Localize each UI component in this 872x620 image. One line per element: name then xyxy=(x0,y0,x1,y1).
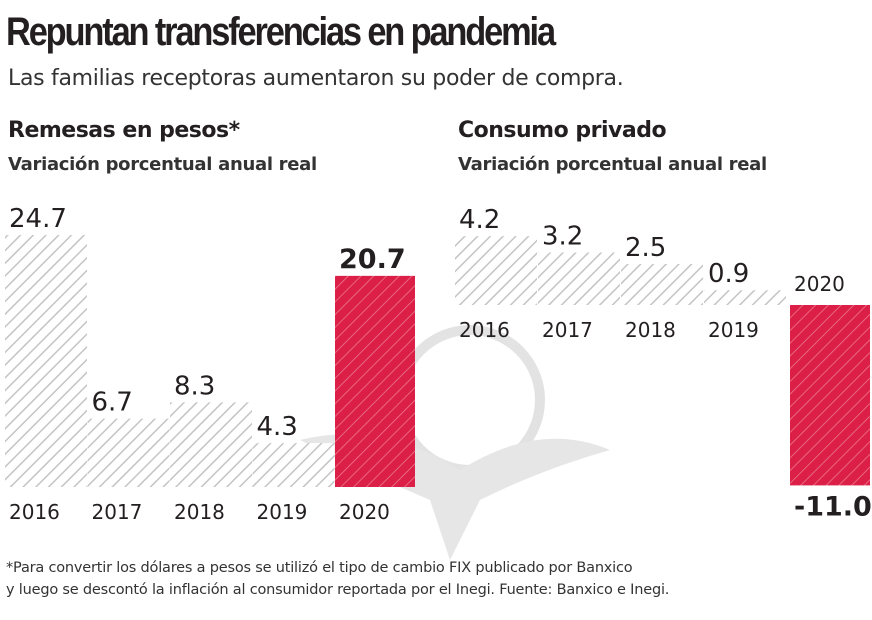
year-label-2018: 2018 xyxy=(174,500,225,524)
data-label-2016: 24.7 xyxy=(9,204,67,234)
year-label-2020: 2020 xyxy=(794,272,845,296)
data-label-2016: 4.2 xyxy=(459,205,500,235)
year-label-2019: 2019 xyxy=(708,318,759,342)
bar-2020 xyxy=(790,305,870,486)
data-label-2019: 0.9 xyxy=(708,259,749,289)
chart-subtitle-remesas: Variación porcentual anual real xyxy=(8,154,317,175)
bar-2017 xyxy=(87,418,170,487)
data-label-2017: 3.2 xyxy=(542,222,583,252)
bar-2016 xyxy=(5,235,87,487)
data-label-2017: 6.7 xyxy=(92,388,133,418)
year-label-2016: 2016 xyxy=(9,500,60,524)
data-label-2020: -11.0 xyxy=(794,491,872,522)
chart-title-consumo: Consumo privado xyxy=(458,118,667,143)
data-label-2019: 4.3 xyxy=(257,412,298,442)
chart-subtitle-consumo: Variación porcentual anual real xyxy=(458,154,767,175)
year-label-2017: 2017 xyxy=(92,500,143,524)
chart-title-remesas: Remesas en pesos* xyxy=(8,118,240,143)
year-label-2016: 2016 xyxy=(459,318,510,342)
page-subtitle: Las familias receptoras aumentaron su po… xyxy=(8,66,624,91)
bar-2019 xyxy=(704,290,786,305)
data-label-2020: 20.7 xyxy=(339,244,406,275)
footnote-line: *Para convertir los dólares a pesos se u… xyxy=(6,560,633,576)
bar-2019 xyxy=(252,443,335,487)
bar-2018 xyxy=(170,402,252,487)
bar-2016 xyxy=(455,236,537,305)
data-label-2018: 8.3 xyxy=(174,371,215,401)
year-label-2018: 2018 xyxy=(625,318,676,342)
page-title: Repuntan transferencias en pandemia xyxy=(6,10,556,54)
data-label-2018: 2.5 xyxy=(625,233,666,263)
footnote-line: y luego se descontó la inflación al cons… xyxy=(6,582,670,598)
bar-2020 xyxy=(335,275,415,487)
footnote: *Para convertir los dólares a pesos se u… xyxy=(6,557,669,601)
year-label-2017: 2017 xyxy=(542,318,593,342)
bar-2018 xyxy=(621,264,703,305)
bar-2017 xyxy=(538,252,620,305)
year-label-2020: 2020 xyxy=(339,500,390,524)
year-label-2019: 2019 xyxy=(257,500,308,524)
